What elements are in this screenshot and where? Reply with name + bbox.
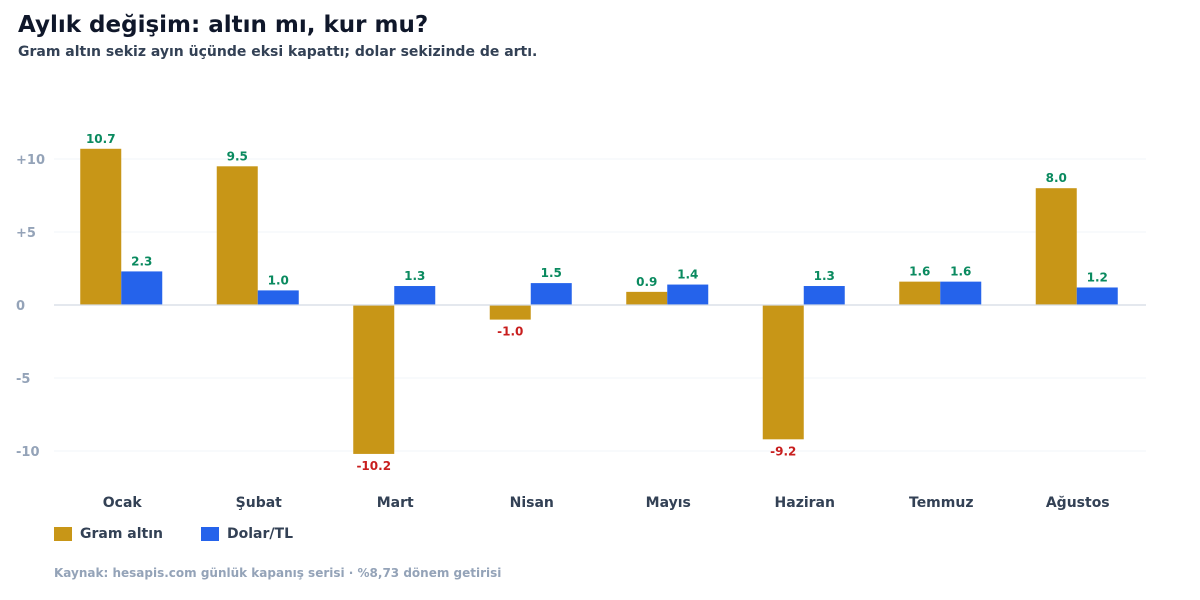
x-category-label: Şubat xyxy=(236,495,283,511)
bar-dollar xyxy=(394,286,436,305)
x-category-label: Ağustos xyxy=(1046,495,1110,511)
bar-dollar xyxy=(667,284,709,305)
bar-dollar xyxy=(940,281,982,305)
data-label-dollar: 1.0 xyxy=(268,273,289,287)
y-tick-label: +10 xyxy=(16,153,45,168)
bar-dollar xyxy=(257,290,299,305)
legend-swatch-gold xyxy=(54,527,72,541)
data-label-gold: 8.0 xyxy=(1046,171,1067,185)
legend-item-dollar: Dolar/TL xyxy=(201,526,293,542)
x-category-label: Mayıs xyxy=(646,495,691,511)
bar-gold xyxy=(626,291,668,305)
bar-gold xyxy=(80,148,122,305)
data-label-gold: -1.0 xyxy=(497,325,523,339)
x-category-label: Ocak xyxy=(103,495,143,511)
bar-gold xyxy=(762,305,804,440)
data-label-gold: 10.7 xyxy=(86,132,116,146)
data-label-gold: 9.5 xyxy=(227,149,248,163)
y-tick-label: +5 xyxy=(16,226,36,241)
data-label-dollar: 1.5 xyxy=(541,266,562,280)
chart-subtitle: Gram altın sekiz ayın üçünde eksi kapatt… xyxy=(18,44,538,60)
bar-dollar xyxy=(530,283,572,305)
x-category-label: Haziran xyxy=(775,495,835,511)
x-category-label: Nisan xyxy=(510,495,554,511)
data-label-gold: -10.2 xyxy=(356,459,391,473)
bar-gold xyxy=(489,305,531,320)
bar-dollar xyxy=(1076,287,1118,305)
bar-gold xyxy=(353,305,395,454)
data-label-gold: -9.2 xyxy=(770,444,796,458)
data-label-gold: 1.6 xyxy=(909,265,930,279)
y-tick-label: 0 xyxy=(16,299,25,314)
bar-gold xyxy=(216,166,258,305)
data-label-dollar: 2.3 xyxy=(131,254,152,268)
bar-dollar xyxy=(803,286,845,305)
data-label-gold: 0.9 xyxy=(636,275,657,289)
y-tick-label: -5 xyxy=(16,372,30,387)
y-tick-label: -10 xyxy=(16,445,40,460)
source-note: Kaynak: hesapis.com günlük kapanış seris… xyxy=(54,566,502,580)
legend-item-gold: Gram altın xyxy=(54,526,163,542)
data-label-dollar: 1.6 xyxy=(950,265,971,279)
bar-gold xyxy=(899,281,941,305)
legend-label-gold: Gram altın xyxy=(80,526,164,542)
bar-dollar xyxy=(121,271,163,305)
chart-legend: Gram altın Dolar/TL xyxy=(54,526,293,542)
data-label-dollar: 1.2 xyxy=(1087,270,1108,284)
bar-gold xyxy=(1035,188,1077,305)
data-label-dollar: 1.4 xyxy=(677,268,698,282)
x-category-label: Temmuz xyxy=(909,495,973,511)
legend-label-dollar: Dolar/TL xyxy=(227,526,293,542)
data-label-dollar: 1.3 xyxy=(404,269,425,283)
x-category-label: Mart xyxy=(377,495,414,511)
chart-title: Aylık değişim: altın mı, kur mu? xyxy=(18,12,429,38)
legend-swatch-dollar xyxy=(201,527,220,541)
data-label-dollar: 1.3 xyxy=(814,269,835,283)
